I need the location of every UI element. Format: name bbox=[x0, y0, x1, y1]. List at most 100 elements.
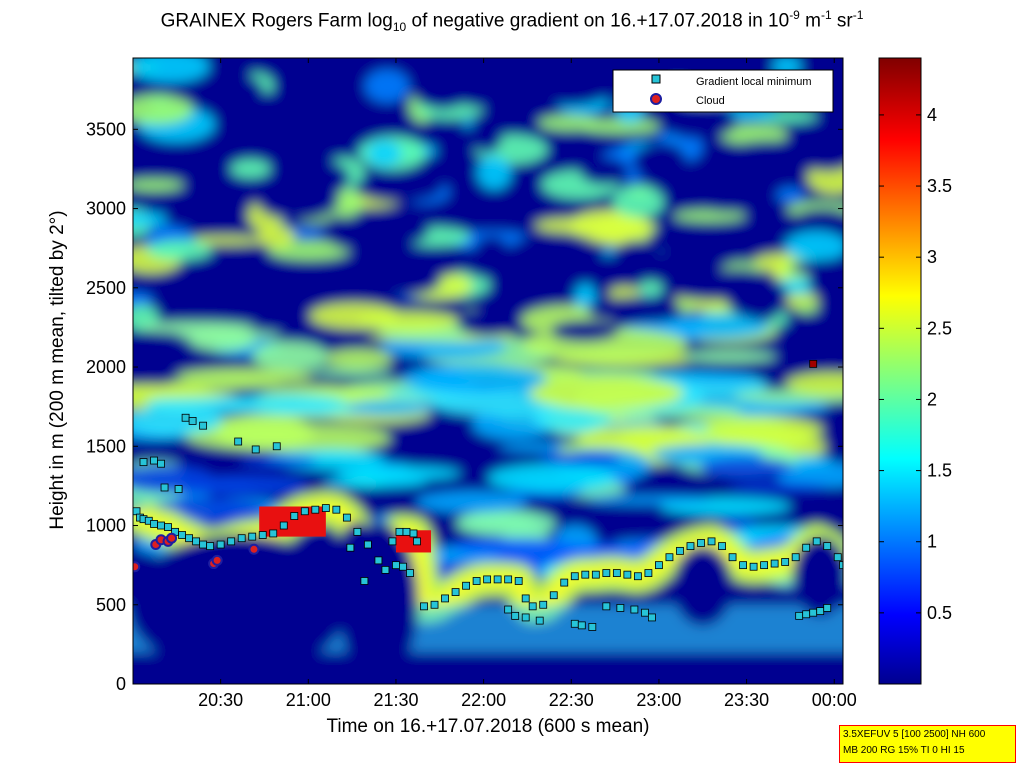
gradient-minimum-marker bbox=[420, 602, 428, 611]
colorbar-tick-label: 1 bbox=[927, 532, 937, 552]
gradient-minimum-marker bbox=[644, 569, 653, 577]
info-line-1: 3.5XEFUV 5 [100 2500] NH 600 bbox=[843, 729, 986, 740]
gradient-minimum-marker bbox=[528, 602, 537, 611]
gradient-minimum-marker bbox=[272, 442, 281, 451]
gradient-minimum-marker bbox=[332, 505, 341, 514]
gradient-minimum-marker bbox=[718, 542, 726, 551]
gradient-minimum-marker bbox=[791, 553, 800, 562]
gradient-minimum-marker bbox=[399, 562, 407, 571]
gradient-minimum-marker bbox=[185, 534, 193, 543]
colorbar-tick-label: 4 bbox=[927, 105, 937, 125]
gradient-minimum-marker bbox=[181, 413, 190, 422]
gradient-minimum-marker bbox=[150, 456, 158, 465]
axes: 0 500 1000 1500 2000 2500 3000 3500 20:30 21:00 21… bbox=[86, 58, 857, 710]
gradient-minimum-marker bbox=[833, 553, 842, 562]
legend-label-cloud: Cloud bbox=[696, 95, 725, 107]
gradient-minimum-marker bbox=[451, 588, 460, 596]
gradient-minimum-marker bbox=[392, 561, 400, 570]
gradient-minimum-marker bbox=[549, 591, 558, 600]
gradient-minimum-marker bbox=[441, 594, 449, 603]
gradient-minimum-marker bbox=[521, 594, 530, 603]
gradient-minimum-marker bbox=[409, 529, 418, 538]
gradient-minimum-marker bbox=[560, 578, 569, 587]
y-tick-label: 3000 bbox=[86, 199, 126, 219]
gradient-minimum-marker bbox=[188, 417, 197, 425]
gradient-minimum-marker bbox=[633, 572, 642, 581]
gradient-minimum-marker bbox=[581, 570, 590, 579]
gradient-minimum-marker bbox=[279, 521, 288, 530]
gradient-minimum-marker bbox=[676, 546, 684, 555]
cloud-marker bbox=[166, 532, 178, 544]
colorbar-tick-label: 0.5 bbox=[927, 603, 952, 623]
gradient-minimum-marker bbox=[430, 600, 439, 609]
settings-info-box: 3.5XEFUV 5 [100 2500] NH 600 MB 200 RG 1… bbox=[839, 725, 1016, 763]
gradient-minimum-marker bbox=[353, 527, 362, 536]
gradient-minimum-marker bbox=[809, 608, 818, 617]
y-tick-label: 3500 bbox=[86, 119, 126, 139]
x-tick-label: 23:00 bbox=[636, 690, 681, 710]
legend-label-gradient: Gradient local minimum bbox=[696, 76, 812, 88]
y-tick-label: 1500 bbox=[86, 436, 126, 456]
gradient-minimum-marker bbox=[160, 483, 169, 492]
gradient-minimum-marker bbox=[237, 534, 246, 543]
gradient-minimum-marker bbox=[342, 513, 351, 522]
gradient-minimum-marker bbox=[655, 561, 663, 570]
gradient-minimum-marker bbox=[504, 605, 513, 614]
gradient-minimum-marker bbox=[251, 445, 260, 454]
gradient-minimum-marker bbox=[570, 572, 579, 581]
y-tick-label: 0 bbox=[116, 674, 126, 694]
gradient-minimum-marker bbox=[707, 537, 716, 546]
gradient-minimum-marker bbox=[648, 613, 656, 622]
colorbar-tick-label: 1.5 bbox=[927, 461, 952, 481]
gradient-minimum-marker bbox=[749, 562, 758, 571]
x-axis-label: Time on 16.+17.07.2018 (600 s mean) bbox=[326, 716, 650, 737]
heatmap-field bbox=[133, 58, 843, 684]
gradient-minimum-marker bbox=[402, 527, 411, 536]
colorbar-ticks: 0.5 1 1.5 2 2.5 3 3.5 4 bbox=[879, 105, 952, 623]
gradient-minimum-marker bbox=[514, 577, 523, 585]
y-tick-label: 2500 bbox=[86, 278, 126, 298]
gradient-minimum-marker bbox=[602, 569, 611, 577]
legend-box bbox=[612, 69, 834, 113]
marker-layer bbox=[133, 359, 843, 631]
gradient-minimum-marker bbox=[199, 540, 208, 549]
gradient-minimum-marker bbox=[157, 459, 165, 468]
colorbar-tick-label: 2 bbox=[927, 389, 937, 409]
gradient-minimum-marker bbox=[321, 504, 330, 512]
gradient-minimum-marker bbox=[641, 608, 649, 617]
gradient-minimum-marker bbox=[360, 577, 369, 585]
gradient-minimum-marker bbox=[612, 569, 621, 577]
gradient-minimum-marker bbox=[616, 604, 625, 612]
gradient-minimum-marker bbox=[346, 543, 355, 552]
gradient-minimum-marker bbox=[504, 575, 513, 584]
gradient-minimum-marker bbox=[623, 570, 632, 579]
colorbar-scale bbox=[878, 57, 922, 685]
y-tick-label: 1000 bbox=[86, 516, 126, 536]
gradient-minimum-marker bbox=[781, 558, 790, 566]
gradient-minimum-marker bbox=[234, 437, 243, 446]
cloud-marker bbox=[211, 554, 223, 566]
gradient-minimum-marker bbox=[206, 542, 215, 551]
gradient-minimum-marker bbox=[150, 520, 158, 528]
gradient-minimum-marker bbox=[199, 421, 208, 430]
y-tick-label: 500 bbox=[96, 595, 126, 615]
colorbar: 0.5 1 1.5 2 2.5 3 3.5 4 bbox=[878, 57, 952, 685]
legend: Gradient local minimum Cloud bbox=[612, 69, 834, 113]
colorbar-tick-label: 2.5 bbox=[927, 318, 952, 338]
gradient-minimum-marker bbox=[192, 537, 201, 546]
gradient-minimum-marker bbox=[395, 527, 404, 536]
legend-marker-cloud bbox=[650, 93, 662, 105]
gradient-minimum-marker bbox=[374, 556, 383, 565]
gradient-minimum-marker bbox=[802, 610, 811, 619]
gradient-minimum-marker bbox=[535, 616, 544, 625]
x-tick-label: 20:30 bbox=[198, 690, 243, 710]
gradient-minimum-marker bbox=[178, 531, 186, 539]
cloud-marker bbox=[248, 543, 260, 555]
gradient-minimum-marker bbox=[823, 542, 832, 551]
gradient-minimum-marker bbox=[588, 623, 597, 631]
gradient-minimum-marker bbox=[823, 604, 832, 612]
gradient-minimum-marker bbox=[269, 529, 278, 538]
gradient-minimum-marker bbox=[802, 543, 811, 552]
x-tick-label: 21:30 bbox=[373, 690, 418, 710]
